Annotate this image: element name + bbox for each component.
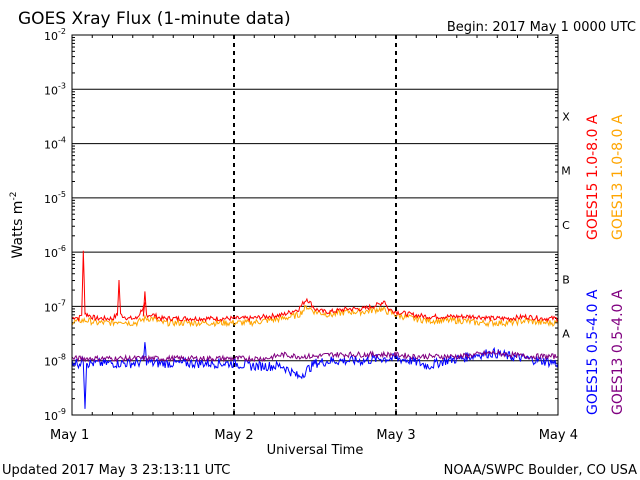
y-tick-exponent: -8 <box>58 353 66 362</box>
y-tick-labels: 10-910-810-710-610-510-410-310-2 <box>44 27 66 423</box>
series-line <box>71 349 559 363</box>
y-tick-base: 10 <box>44 139 58 152</box>
y-tick-exponent: -7 <box>58 298 66 307</box>
legend-entry: GOES15 0.5-4.0 A <box>585 289 601 415</box>
y-tick-label: 10-9 <box>44 407 66 423</box>
series-line <box>71 305 559 328</box>
y-tick-label: 10-7 <box>44 298 66 314</box>
y-tick-exponent: -4 <box>58 136 66 145</box>
y-tick-base: 10 <box>44 30 58 43</box>
flare-class-label: C <box>562 219 570 232</box>
y-tick-base: 10 <box>44 356 58 369</box>
y-tick-base: 10 <box>44 301 58 314</box>
begin-time: Begin: 2017 May 1 0000 UTC <box>447 20 636 35</box>
credit: NOAA/SWPC Boulder, CO USA <box>444 463 637 478</box>
y-tick-exponent: -3 <box>58 81 66 90</box>
y-tick-base: 10 <box>44 410 58 423</box>
legend-entry: GOES15 1.0-8.0 A <box>585 114 601 240</box>
flare-class-labels: X M C B A <box>561 110 571 340</box>
y-tick-exponent: -9 <box>58 407 66 416</box>
x-tick-labels: May 1 May 2 May 3 May 4 <box>50 428 578 443</box>
legend: GOES15 1.0-8.0 A GOES13 1.0-8.0 A GOES15 0… <box>585 114 626 415</box>
y-tick-label: 10-6 <box>44 244 66 260</box>
x-tick-label: May 3 <box>376 428 415 443</box>
x-tick-label: May 4 <box>539 428 578 443</box>
series-line <box>71 250 559 323</box>
y-tick-base: 10 <box>44 84 58 97</box>
y-axis-label-exponent: -2 <box>9 192 19 201</box>
legend-entry: GOES13 0.5-4.0 A <box>610 289 626 415</box>
y-axis-label-text: Watts m <box>10 201 26 259</box>
y-tick-label: 10-4 <box>44 136 66 152</box>
legend-entry: GOES13 1.0-8.0 A <box>610 114 626 240</box>
chart-title: GOES Xray Flux (1-minute data) <box>18 9 291 29</box>
y-tick-exponent: -5 <box>58 190 66 199</box>
x-tick-label: May 1 <box>50 428 89 443</box>
plot-frame <box>71 34 559 416</box>
flare-class-label: M <box>561 165 571 178</box>
y-tick-label: 10-3 <box>44 81 66 97</box>
y-tick-label: 10-5 <box>44 190 66 206</box>
y-tick-exponent: -2 <box>58 27 66 36</box>
y-tick-label: 10-8 <box>44 353 66 369</box>
y-axis-label: Watts m-2 <box>9 192 26 259</box>
y-tick-base: 10 <box>44 193 58 206</box>
flare-class-label: B <box>562 273 570 286</box>
series-layer <box>71 250 559 409</box>
series-line <box>71 342 559 409</box>
flare-class-label: A <box>562 328 570 341</box>
x-axis-label: Universal Time <box>267 443 364 458</box>
y-tick-label: 10-2 <box>44 27 66 43</box>
y-tick-base: 10 <box>44 247 58 260</box>
updated-time: Updated 2017 May 3 23:13:11 UTC <box>2 463 230 478</box>
flare-class-label: X <box>562 110 570 123</box>
y-tick-exponent: -6 <box>58 244 66 253</box>
x-tick-label: May 2 <box>214 428 253 443</box>
